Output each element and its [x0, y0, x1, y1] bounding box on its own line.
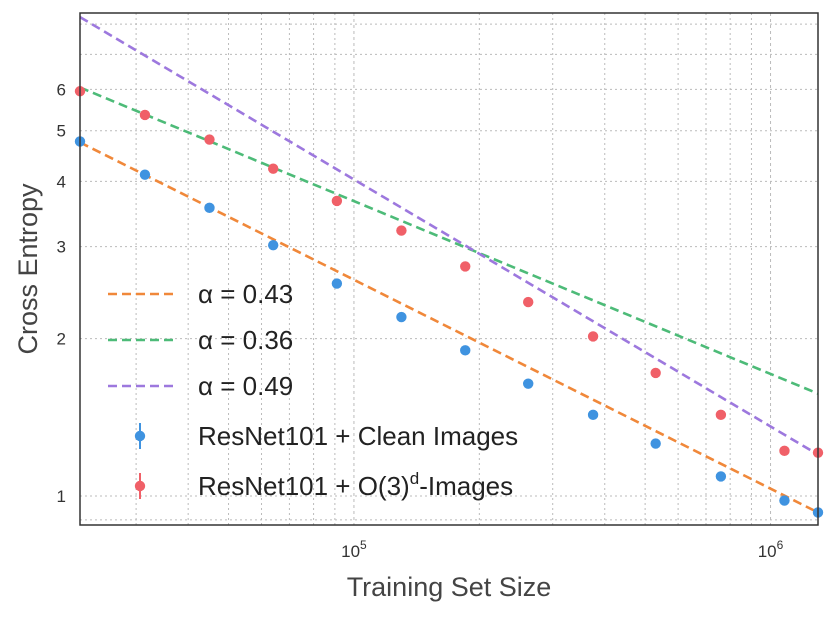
legend-label: α = 0.36 — [198, 325, 293, 355]
legend-marker — [134, 430, 146, 442]
legend-marker — [134, 480, 146, 492]
fit-line — [79, 141, 819, 514]
legend-label: α = 0.43 — [198, 279, 293, 309]
fit-line — [79, 15, 819, 456]
legend-label: ResNet101 + O(3)d-Images — [198, 469, 513, 501]
legend: α = 0.43 α = 0.36 α = 0.49 ResNet101 + Clea… — [108, 279, 518, 501]
data-point — [587, 409, 599, 421]
data-point — [650, 367, 661, 379]
legend-label: ResNet101 + Clean Images — [198, 421, 518, 451]
data-point — [139, 109, 151, 121]
data-point — [587, 331, 599, 342]
data-point — [779, 495, 790, 506]
y-tick-label: 6 — [57, 80, 66, 99]
y-tick-label: 5 — [57, 122, 66, 141]
x-tick-label: 105 — [341, 538, 367, 561]
data-point — [396, 225, 407, 236]
y-tick-label: 4 — [57, 172, 66, 191]
data-point — [139, 169, 151, 180]
data-point — [331, 278, 343, 289]
data-point — [396, 311, 407, 323]
data-point — [779, 445, 790, 457]
fit-lines — [79, 15, 819, 514]
data-point — [204, 134, 215, 145]
tick-labels: 1 2 3 4 5 6 105 106 — [57, 80, 784, 561]
x-axis-label: Training Set Size — [347, 572, 552, 602]
data-points — [74, 86, 824, 518]
data-point — [650, 438, 661, 449]
data-point — [523, 296, 534, 308]
y-tick-label: 2 — [57, 330, 66, 349]
plot-frame — [79, 12, 819, 526]
data-point — [267, 239, 279, 251]
data-point — [460, 261, 471, 272]
y-tick-label: 3 — [57, 238, 66, 257]
data-point — [267, 163, 279, 174]
fit-line — [79, 86, 819, 395]
data-point — [523, 378, 534, 389]
x-tick-label: 106 — [758, 538, 784, 561]
data-point — [715, 471, 727, 482]
grid-lines — [80, 13, 818, 525]
data-point — [331, 195, 343, 207]
y-tick-label: 1 — [57, 487, 66, 506]
data-point — [204, 202, 215, 214]
y-axis-label: Cross Entropy — [13, 183, 43, 355]
legend-label: α = 0.49 — [198, 371, 293, 401]
data-point — [460, 345, 471, 356]
data-point — [715, 409, 727, 421]
